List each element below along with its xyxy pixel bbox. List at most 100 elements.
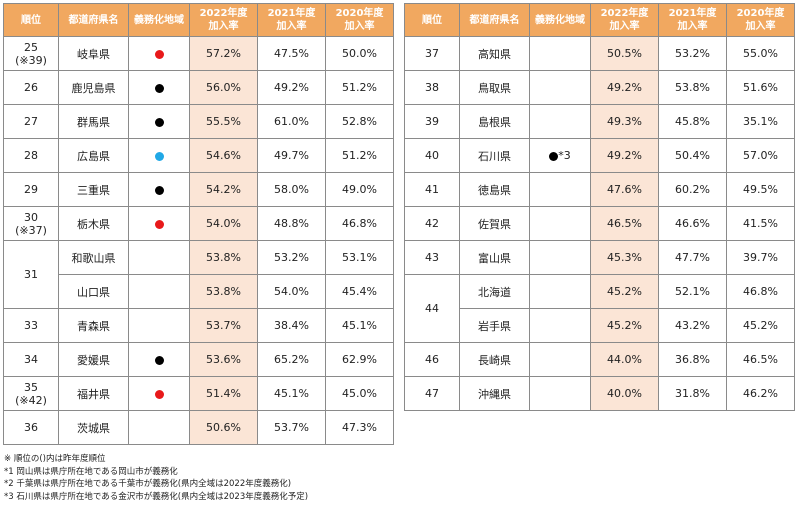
rank-value: 36 — [24, 421, 38, 434]
rate-2022: 53.8% — [189, 240, 258, 275]
rate-2021: 43.2% — [658, 308, 727, 343]
rank-cell: 25 (※39) — [3, 36, 59, 71]
footnote: *1 岡山県は県庁所在地である岡山市が義務化 — [4, 466, 178, 477]
rate-2020: 35.1% — [726, 104, 795, 139]
rate-2020: 49.0% — [325, 172, 394, 207]
rank-cell: 37 — [404, 36, 460, 71]
rate-2020: 53.1% — [325, 240, 394, 275]
rank-cell: 27 — [3, 104, 59, 139]
rank-cell: 29 — [3, 172, 59, 207]
mandatory-cell — [529, 104, 591, 139]
rank-cell: 43 — [404, 240, 460, 275]
rate-2020: 51.2% — [325, 138, 394, 173]
header-2021: 2021年度 加入率 — [658, 3, 727, 37]
rank-value: 31 — [24, 268, 38, 281]
rate-2020: 46.8% — [325, 206, 394, 241]
rate-2021: 53.7% — [257, 410, 326, 445]
table-row: 34 愛媛県 53.6% 65.2% 62.9% — [3, 342, 394, 377]
mandatory-note: *3 — [558, 149, 571, 162]
rate-2022: 50.5% — [590, 36, 659, 71]
table-row: 33 青森県 53.7% 38.4% 45.1% — [3, 308, 394, 343]
mandatory-dot-icon — [154, 49, 164, 59]
rate-2020: 45.2% — [726, 308, 795, 343]
rank-value: 43 — [425, 251, 439, 264]
header-row: 順位 都道府県名 義務化地域 2022年度 加入率 2021年度 加入率 2020年… — [3, 3, 394, 37]
table-row: 35 (※42) 福井県 51.4% 45.1% 45.0% — [3, 376, 394, 411]
rank-cell: 33 — [3, 308, 59, 343]
prefecture-cell: 愛媛県 — [58, 342, 129, 377]
prefecture-cell: 福井県 — [58, 376, 129, 411]
rank-value: 30 — [24, 210, 38, 224]
rate-2021: 65.2% — [257, 342, 326, 377]
mandatory-cell — [529, 206, 591, 241]
rate-2020: 46.8% — [726, 274, 795, 309]
table-row: 28 広島県 54.6% 49.7% 51.2% — [3, 138, 394, 173]
rank-cell: 41 — [404, 172, 460, 207]
prefecture-cell: 長崎県 — [459, 342, 530, 377]
mandatory-cell — [529, 172, 591, 207]
table-row: 37 高知県 50.5% 53.2% 55.0% — [404, 36, 795, 71]
table-body-right: 37 高知県 50.5% 53.2% 55.0% 38 鳥取県 49.2% 53.8% 51.6%… — [404, 36, 795, 411]
prefecture-cell: 山口県 — [58, 274, 129, 309]
rate-2021: 46.6% — [658, 206, 727, 241]
prefecture-cell: 茨城県 — [58, 410, 129, 445]
rate-2022: 54.2% — [189, 172, 258, 207]
mandatory-cell — [128, 206, 190, 241]
mandatory-cell — [529, 274, 591, 309]
rate-2021: 45.1% — [257, 376, 326, 411]
rank-value: 35 — [24, 380, 38, 394]
prefecture-cell: 石川県 — [459, 138, 530, 173]
header-2022: 2022年度 加入率 — [590, 3, 659, 37]
prefecture-cell: 島根県 — [459, 104, 530, 139]
rate-2021: 53.8% — [658, 70, 727, 105]
footnote: *2 千葉県は県庁所在地である千葉市が義務化(県内全域は2022年度義務化) — [4, 479, 292, 489]
rate-2021: 53.2% — [658, 36, 727, 71]
header-2020: 2020年度 加入率 — [726, 3, 795, 37]
rank-value: 47 — [425, 387, 439, 400]
rate-2022: 57.2% — [189, 36, 258, 71]
rate-2022: 51.4% — [189, 376, 258, 411]
prefecture-cell: 和歌山県 — [58, 240, 129, 275]
header-2020-rate: 加入率 — [745, 21, 776, 32]
mandatory-cell — [128, 376, 190, 411]
rank-cell: 36 — [3, 410, 59, 445]
table-row: 44 北海道 45.2% 52.1% 46.8% — [404, 274, 795, 343]
header-2021-year: 2021年度 — [267, 8, 316, 19]
rate-2022: 45.3% — [590, 240, 659, 275]
mandatory-cell — [128, 308, 190, 343]
table-row: 岩手県 45.2% 43.2% 45.2% — [405, 308, 795, 343]
rate-2021: 53.2% — [257, 240, 326, 275]
table-row: 25 (※39) 岐阜県 57.2% 47.5% 50.0% — [3, 36, 394, 71]
rate-2021: 61.0% — [257, 104, 326, 139]
rate-2020: 51.6% — [726, 70, 795, 105]
rate-2022: 47.6% — [590, 172, 659, 207]
mandatory-cell — [128, 274, 190, 309]
header-2022-rate: 加入率 — [208, 21, 239, 32]
rate-2022: 49.2% — [590, 138, 659, 173]
prefecture-cell: 鳥取県 — [459, 70, 530, 105]
previous-rank-note: (※37) — [15, 223, 47, 237]
prefecture-cell: 青森県 — [58, 308, 129, 343]
rank-value: 29 — [24, 183, 38, 196]
rate-2020: 57.0% — [726, 138, 795, 173]
mandatory-cell — [128, 172, 190, 207]
prefecture-cell: 岐阜県 — [58, 36, 129, 71]
ranking-table-right: 順位 都道府県名 義務化地域 2022年度 加入率 2021年度 加入率 2020年… — [404, 3, 795, 411]
rate-2020: 41.5% — [726, 206, 795, 241]
rank-cell: 44 — [404, 274, 460, 343]
rank-cell: 39 — [404, 104, 460, 139]
table-row: 43 富山県 45.3% 47.7% 39.7% — [404, 240, 795, 275]
mandatory-dot-icon — [549, 151, 559, 161]
rate-2022: 46.5% — [590, 206, 659, 241]
rate-2021: 49.2% — [257, 70, 326, 105]
table-body-left: 25 (※39) 岐阜県 57.2% 47.5% 50.0% 26 鹿児島県 56.0% 49.2… — [3, 36, 394, 445]
rate-2021: 54.0% — [257, 274, 326, 309]
mandatory-cell — [529, 308, 591, 343]
table-row: 46 長崎県 44.0% 36.8% 46.5% — [404, 342, 795, 377]
table-row: 38 鳥取県 49.2% 53.8% 51.6% — [404, 70, 795, 105]
header-2021-rate: 加入率 — [276, 21, 307, 32]
table-row: 27 群馬県 55.5% 61.0% 52.8% — [3, 104, 394, 139]
rate-2022: 44.0% — [590, 342, 659, 377]
rate-2020: 50.0% — [325, 36, 394, 71]
header-mandatory: 義務化地域 — [128, 3, 190, 37]
